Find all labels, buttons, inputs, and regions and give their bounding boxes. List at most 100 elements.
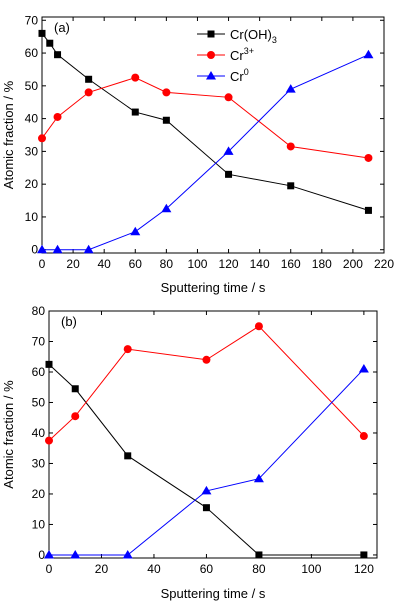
legend-label-sup-2: 0 (244, 67, 249, 77)
y-tick-label-0-1: 10 (25, 210, 39, 224)
y-tick-label-0-2: 20 (25, 177, 39, 191)
legend-label-sub-0: 3 (272, 35, 277, 45)
x-tick-label-0-9: 180 (312, 257, 332, 271)
data-point-0-1-1 (53, 112, 62, 121)
data-point-0-2-4 (161, 203, 172, 213)
data-point-1-1-2 (123, 345, 132, 354)
data-point-0-1-4 (162, 88, 171, 97)
y-tick-label-0-6: 60 (25, 46, 39, 60)
data-point-1-1-5 (359, 432, 368, 441)
series-0-0 (38, 29, 372, 214)
legend-label-1: Cr3+ (230, 46, 254, 63)
data-point-0-1-2 (84, 88, 93, 97)
data-point-0-2-7 (363, 49, 374, 59)
data-point-1-2-1 (70, 549, 81, 559)
data-point-0-2-1 (52, 244, 63, 254)
data-point-1-0-4 (255, 551, 263, 559)
x-tick-label-0-11: 220 (374, 257, 394, 271)
x-tick-label-0-6: 120 (219, 257, 239, 271)
data-point-0-1-5 (224, 93, 233, 102)
series-line-1-2 (49, 368, 365, 556)
x-tick-label-1-6: 120 (354, 562, 374, 576)
x-axis-title-1: Sputtering time / s (161, 586, 266, 601)
data-point-1-0-3 (202, 504, 210, 512)
x-tick-label-0-0: 0 (39, 257, 46, 271)
y-tick-label-0-7: 70 (25, 13, 39, 27)
data-point-0-0-0 (38, 29, 46, 37)
data-point-0-0-3 (85, 75, 93, 83)
y-tick-label-1-4: 40 (32, 426, 46, 440)
plot-frame-1 (48, 310, 378, 559)
data-point-1-2-4 (253, 473, 264, 483)
x-tick-label-0-1: 20 (66, 257, 80, 271)
series-line-1-0 (48, 363, 364, 556)
panel-label-1: (b) (61, 314, 77, 329)
series-1-2 (44, 363, 369, 559)
x-tick-label-1-1: 20 (95, 562, 109, 576)
data-point-1-0-1 (71, 385, 79, 393)
legend-marker-0 (207, 30, 215, 38)
panel-label-0: (a) (54, 20, 70, 35)
y-tick-label-1-1: 10 (32, 517, 46, 531)
y-axis-title-1: Atomic fraction / % (1, 380, 16, 489)
y-tick-label-1-0: 0 (38, 548, 45, 562)
x-tick-label-0-3: 60 (129, 257, 143, 271)
series-1-0 (45, 360, 368, 559)
x-tick-label-0-8: 160 (281, 257, 301, 271)
y-tick-label-1-3: 30 (32, 456, 46, 470)
panel-0: 0 20 40 60 80 100 120 140 160 180 200 2200102030405… (1, 13, 394, 295)
legend-marker-1 (207, 51, 215, 59)
y-tick-label-0-5: 50 (25, 79, 39, 93)
series-0-1 (38, 73, 373, 162)
legend-label-main-1: Cr (230, 48, 244, 63)
data-point-1-0-0 (45, 360, 53, 368)
x-tick-label-0-10: 200 (343, 257, 363, 271)
data-point-1-0-5 (360, 551, 368, 559)
series-line-0-0 (41, 33, 369, 211)
y-tick-label-0-3: 30 (25, 144, 39, 158)
y-tick-label-1-5: 50 (32, 395, 46, 409)
legend-label-main-0: Cr(OH) (230, 27, 272, 42)
data-point-1-2-0 (44, 549, 54, 559)
data-point-0-2-5 (223, 146, 234, 155)
x-tick-label-1-5: 100 (301, 562, 321, 576)
y-tick-label-1-2: 20 (32, 487, 46, 501)
data-point-1-1-0 (45, 436, 53, 445)
y-tick-label-0-0: 0 (31, 243, 38, 257)
data-point-1-2-3 (201, 485, 212, 495)
x-tick-label-1-4: 80 (252, 562, 266, 576)
y-tick-label-1-8: 80 (32, 304, 46, 318)
x-axis-title-0: Sputtering time / s (161, 280, 266, 295)
data-point-0-0-5 (162, 116, 170, 124)
series-0-2 (37, 49, 374, 254)
data-point-1-1-3 (202, 355, 211, 364)
data-point-0-0-6 (225, 170, 233, 178)
y-axis-title-0: Atomic fraction / % (1, 80, 16, 189)
series-line-0-2 (42, 54, 369, 251)
series-line-1-1 (48, 325, 365, 441)
data-point-0-2-6 (285, 84, 296, 93)
data-point-0-1-6 (286, 142, 295, 151)
panel-1: 0 20 40 60 80 100 120 0 10 20 30 40 50 60 70 80 Sputteri… (1, 304, 378, 601)
data-point-0-0-7 (287, 182, 295, 190)
data-point-1-1-4 (254, 322, 263, 331)
data-point-0-1-7 (364, 153, 373, 162)
legend-label-0: Cr(OH)3 (230, 27, 277, 45)
series-1-1 (45, 322, 368, 445)
x-tick-label-1-0: 0 (46, 562, 53, 576)
data-point-0-2-3 (130, 226, 141, 236)
data-point-0-1-3 (131, 73, 140, 82)
data-point-0-1-0 (38, 134, 46, 143)
legend-label-2: Cr0 (230, 67, 249, 84)
data-point-0-0-2 (54, 51, 62, 59)
data-point-0-0-4 (131, 108, 139, 116)
x-tick-label-0-5: 100 (187, 257, 207, 271)
x-tick-label-0-4: 80 (160, 257, 174, 271)
y-tick-label-1-6: 60 (32, 365, 46, 379)
data-point-1-2-2 (122, 549, 133, 559)
data-point-1-1-1 (71, 412, 80, 421)
data-point-1-0-2 (124, 452, 132, 460)
series-line-0-1 (41, 77, 369, 159)
data-point-0-2-0 (37, 244, 47, 254)
